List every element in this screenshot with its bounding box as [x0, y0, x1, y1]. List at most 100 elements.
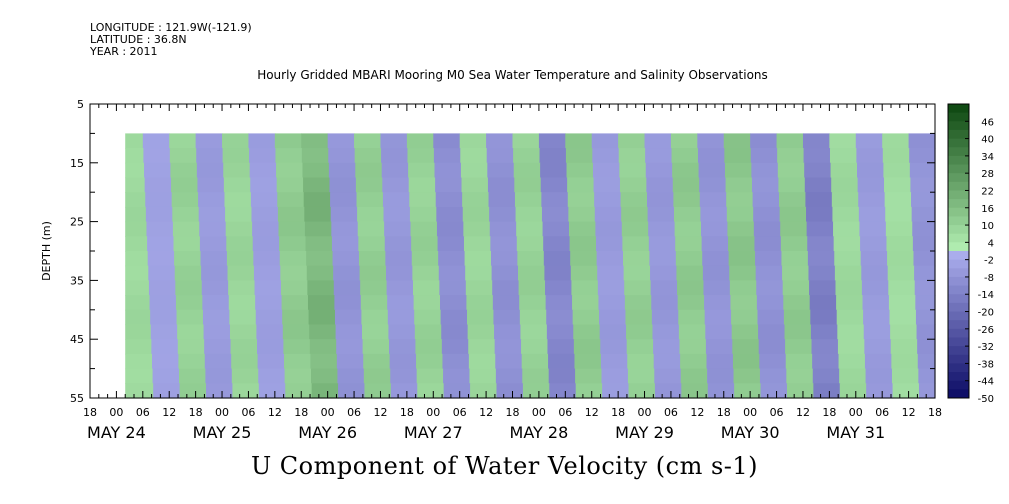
heatmap-cell — [698, 162, 726, 179]
colorbar-segment — [948, 173, 969, 183]
heatmap-cell — [778, 177, 806, 193]
heatmap-cell — [621, 221, 649, 237]
heatmap-cell — [494, 324, 522, 340]
heatmap-cell — [254, 280, 282, 296]
heatmap-cell — [833, 221, 861, 237]
heatmap-cell — [574, 353, 602, 370]
heatmap-cell — [443, 368, 471, 384]
heatmap-cell — [753, 221, 781, 237]
heatmap-cell — [200, 251, 228, 267]
heatmap-cell — [704, 309, 732, 326]
x-hour-label: 18 — [400, 406, 414, 419]
heatmap-cell — [855, 133, 883, 149]
heatmap-cell — [887, 251, 915, 267]
heatmap-cell — [547, 339, 575, 355]
heatmap-cell — [231, 368, 259, 384]
heatmap-cell — [724, 148, 752, 164]
heatmap-cell — [518, 265, 546, 281]
heatmap-cell — [567, 192, 595, 208]
x-hour-label: 06 — [136, 406, 150, 419]
heatmap-cell — [647, 206, 675, 223]
heatmap-cell — [358, 236, 386, 252]
heatmap-cell — [731, 324, 759, 340]
heatmap-cell — [416, 353, 444, 370]
heatmap-cell — [460, 148, 488, 164]
heatmap-cell — [435, 177, 463, 193]
heatmap-cell — [831, 192, 859, 208]
heatmap-cell — [284, 353, 312, 370]
heatmap-cell — [515, 206, 543, 223]
heatmap-cell — [755, 251, 783, 267]
heatmap-cell — [249, 148, 277, 164]
heatmap-cell — [226, 251, 254, 267]
heatmap-cell — [545, 280, 573, 296]
heatmap-cell — [760, 383, 788, 399]
heatmap-cell — [465, 280, 493, 296]
x-day-label: MAY 26 — [298, 423, 357, 442]
colorbar-segment — [948, 259, 969, 269]
heatmap-cell — [625, 309, 653, 326]
heatmap-cell — [443, 383, 471, 399]
colorbar-segment — [948, 147, 969, 157]
heatmap-cell — [805, 192, 833, 208]
heatmap-cell — [280, 265, 308, 281]
heatmap-cell — [521, 353, 549, 370]
heatmap-cell — [839, 383, 867, 399]
colorbar-segment — [948, 207, 969, 217]
heatmap-cell — [723, 133, 751, 149]
heatmap-cell — [354, 133, 382, 149]
heatmap-cell — [204, 353, 232, 370]
heatmap-cell — [595, 221, 623, 237]
x-hour-label: 18 — [928, 406, 942, 419]
heatmap-cell — [619, 177, 647, 193]
heatmap-cell — [677, 280, 705, 296]
colorbar-label: -26 — [978, 325, 994, 336]
heatmap-cell — [755, 265, 783, 281]
heatmap-cell — [384, 236, 412, 252]
colorbar-segment — [948, 294, 969, 304]
heatmap-cell — [304, 221, 332, 237]
heatmap-cell — [885, 221, 913, 237]
heatmap-cell — [911, 206, 936, 223]
colorbar-segment — [948, 311, 969, 321]
heatmap-cell — [807, 236, 835, 252]
heatmap-cell — [381, 162, 409, 179]
heatmap-cell — [909, 162, 936, 179]
heatmap-cell — [357, 221, 385, 237]
heatmap-cell — [596, 251, 624, 267]
heatmap-cell — [677, 295, 705, 311]
heatmap-cell — [223, 162, 251, 179]
heatmap-cell — [250, 192, 278, 208]
heatmap-cell — [751, 162, 779, 179]
heatmap-cell — [726, 192, 754, 208]
heatmap-cell — [884, 177, 912, 193]
heatmap-cell — [599, 324, 627, 340]
heatmap-cell — [860, 236, 888, 252]
heatmap-cell — [516, 221, 544, 237]
x-day-label: MAY 24 — [87, 423, 146, 442]
heatmap-cell — [908, 133, 936, 149]
heatmap-cell — [363, 368, 391, 384]
heatmap-cell — [468, 339, 496, 355]
colorbar-label: -44 — [978, 377, 994, 388]
heatmap-cell — [597, 265, 625, 281]
heatmap-cell — [726, 206, 754, 223]
heatmap-cell — [912, 221, 936, 237]
heatmap-cell — [783, 309, 811, 326]
heatmap-cell — [542, 221, 570, 237]
heatmap-cell — [414, 309, 442, 326]
heatmap-cell — [362, 339, 390, 355]
heatmap-cell — [490, 251, 518, 267]
heatmap-cell — [628, 383, 656, 399]
x-hour-label: 18 — [83, 406, 97, 419]
heatmap-cell — [676, 265, 704, 281]
heatmap-cell — [495, 368, 523, 384]
heatmap-cell — [465, 265, 493, 281]
heatmap-cell — [917, 339, 936, 355]
heatmap-cell — [513, 162, 541, 179]
heatmap-cell — [782, 280, 810, 296]
colorbar-segment — [948, 164, 969, 174]
heatmap-cell — [811, 339, 839, 355]
heatmap-cell — [390, 383, 418, 399]
heatmap-cell — [469, 368, 497, 384]
